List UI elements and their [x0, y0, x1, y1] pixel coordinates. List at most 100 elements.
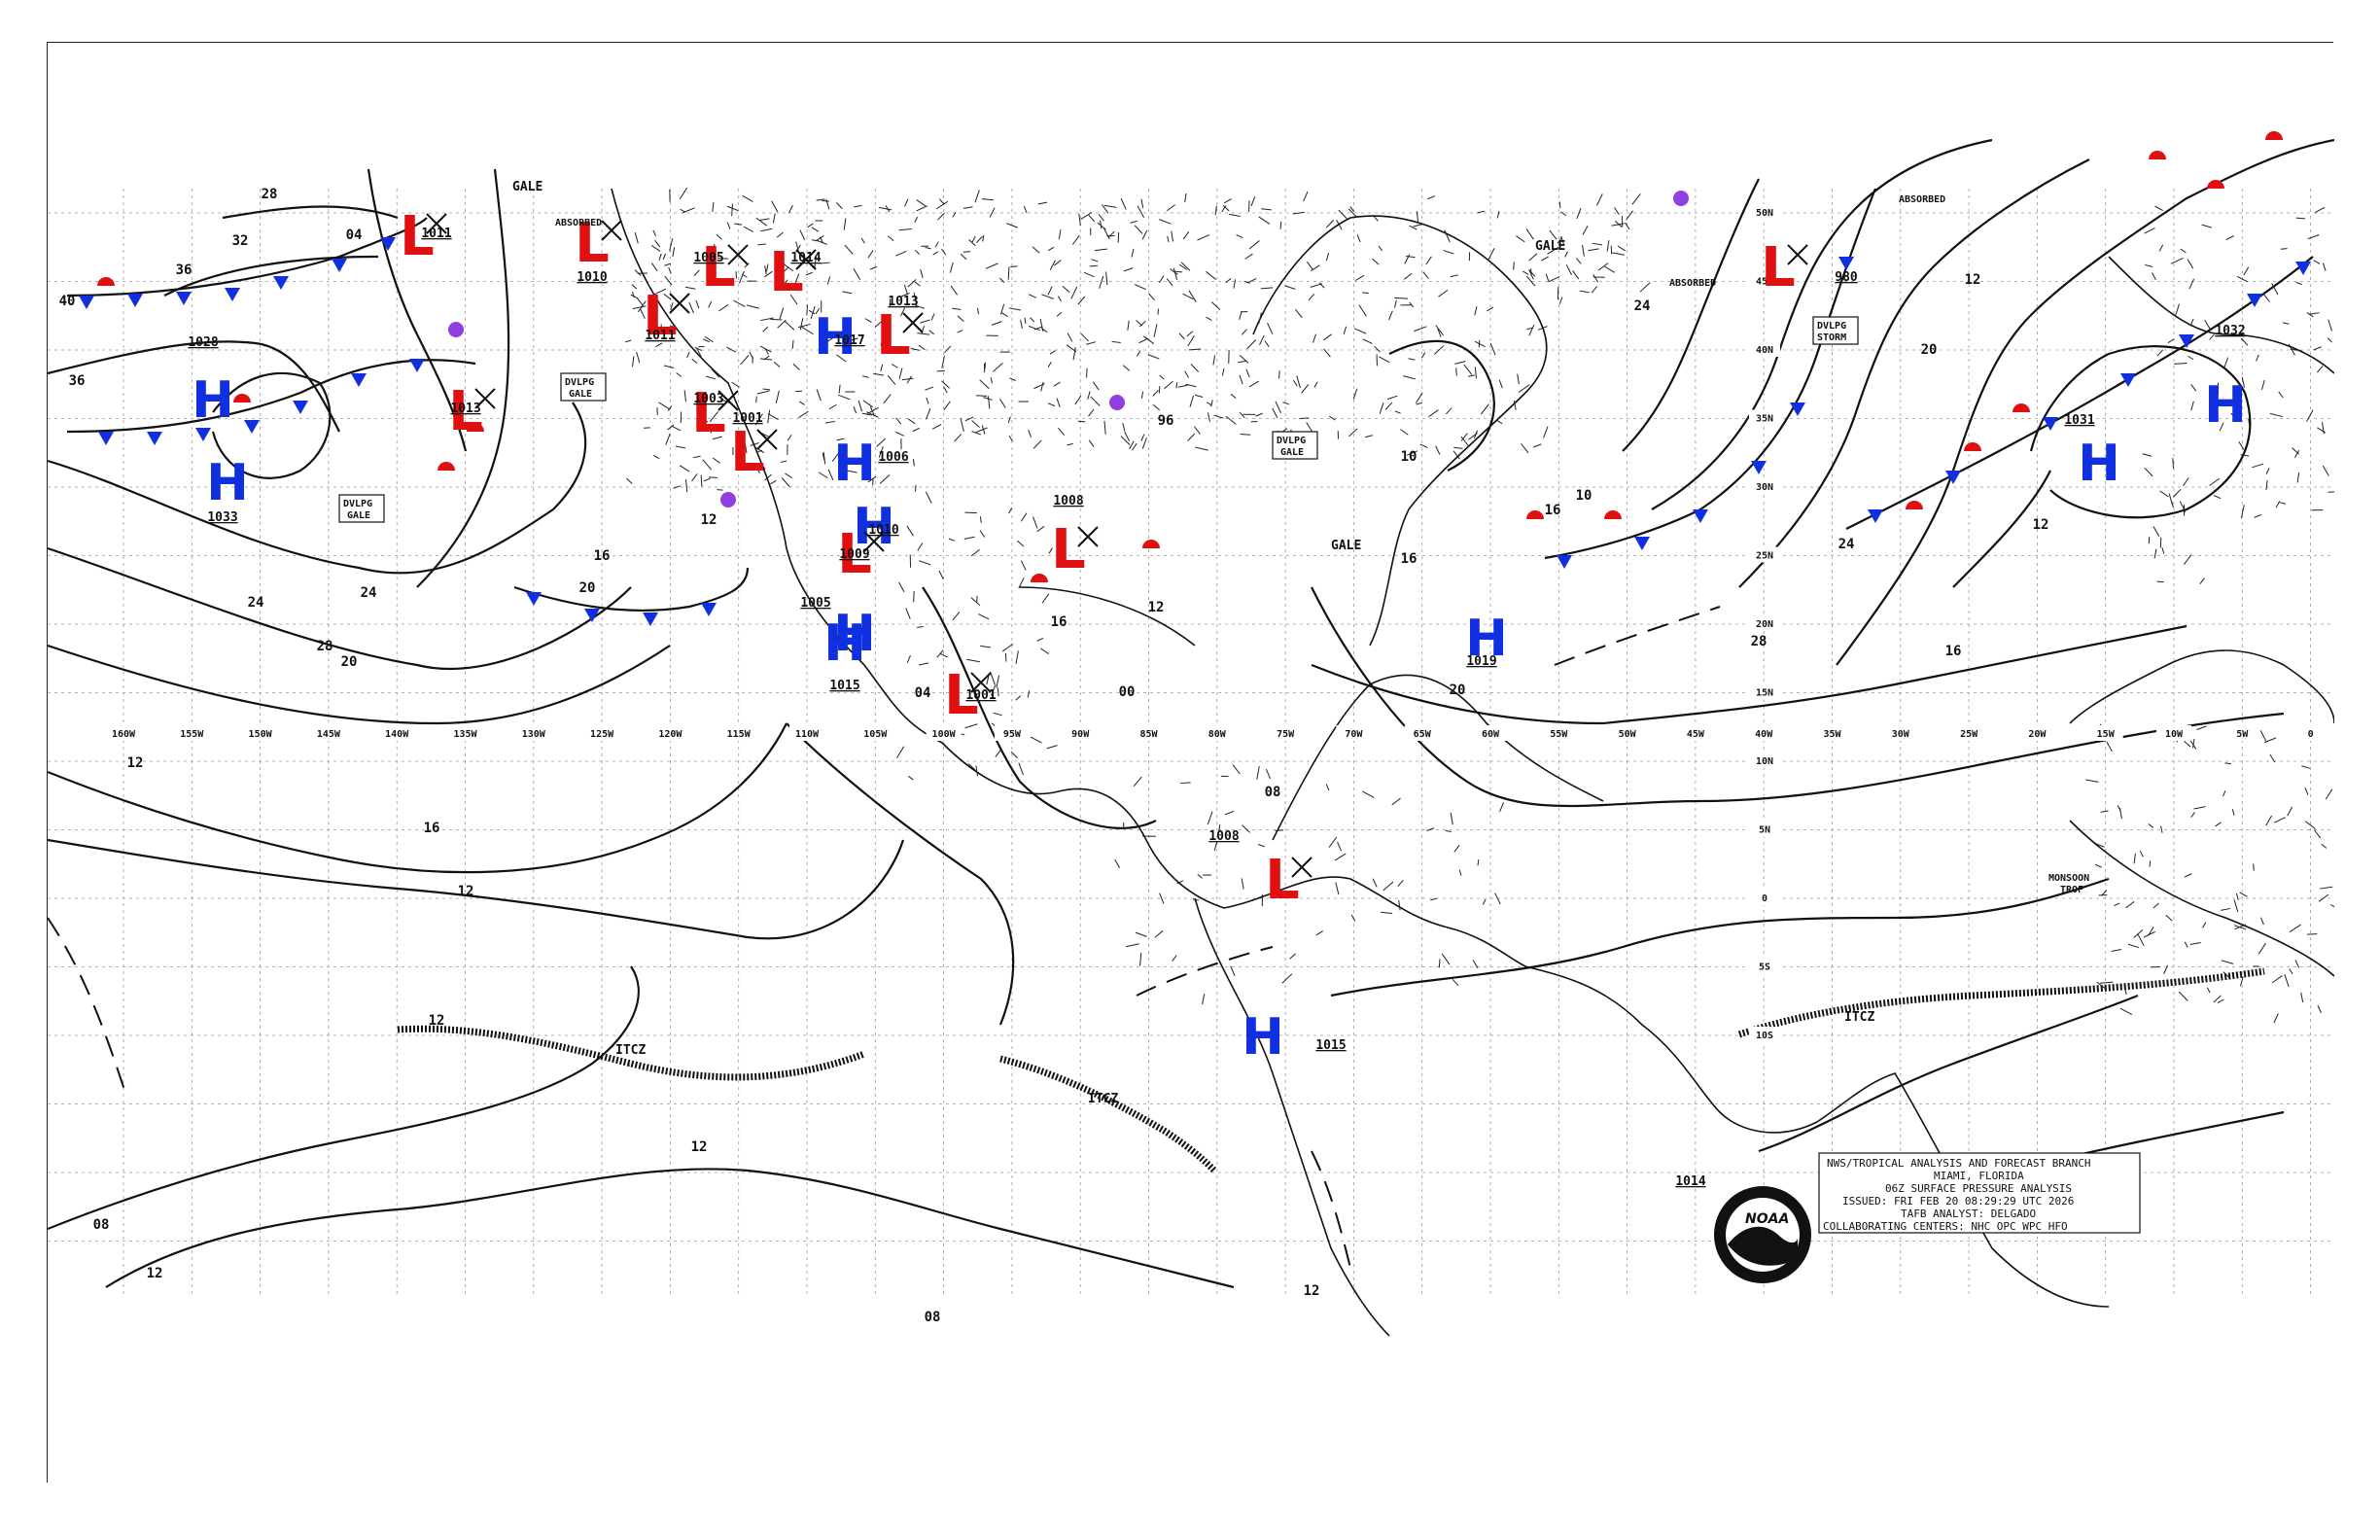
title-line: TAFB ANALYST: DELGADO: [1901, 1208, 2036, 1220]
warm-front-semicircle: [2207, 180, 2224, 189]
lat-label-bg: [1749, 478, 1780, 494]
cold-front-triangle: [225, 288, 240, 301]
station-wind-barb: [2189, 318, 2194, 327]
lat-label-bg: [1749, 1027, 1780, 1042]
station-wind-barb: [1427, 195, 1436, 200]
station-wind-barb: [1225, 278, 1232, 284]
station-wind-barb: [1135, 284, 1146, 291]
station-wind-barb: [1182, 293, 1194, 300]
station-wind-barb: [726, 222, 731, 229]
station-wind-barb: [711, 368, 720, 378]
station-wind-barb: [1258, 216, 1271, 225]
station-wind-barb: [2221, 907, 2231, 911]
station-wind-barb: [1008, 435, 1014, 442]
station-wind-barb: [1336, 219, 1343, 230]
station-wind-barb: [899, 307, 906, 317]
low-center-x: [601, 220, 622, 241]
station-wind-barb: [2240, 505, 2245, 518]
isobar-value-label: 08: [93, 1217, 110, 1233]
station-wind-barb: [2133, 929, 2144, 938]
station-wind-barb: [2239, 976, 2244, 987]
warm-front-semicircle: [1964, 442, 1981, 451]
station-wind-barb: [971, 420, 980, 428]
low-pressure-center: L 1008: [1208, 829, 1312, 912]
station-wind-barb: [2317, 1005, 2323, 1014]
station-wind-barb: [1047, 402, 1056, 406]
lon-label: 15W: [2097, 729, 2116, 740]
station-wind-barb: [1188, 290, 1197, 302]
station-wind-barb: [1152, 403, 1161, 411]
station-wind-barb: [835, 202, 843, 209]
station-wind-barb: [1516, 235, 1525, 243]
station-wind-barb: [1560, 211, 1567, 217]
station-wind-barb: [1233, 279, 1237, 289]
high-symbol: H: [206, 454, 249, 512]
station-wind-barb: [1597, 262, 1609, 271]
station-wind-barb: [686, 352, 690, 359]
station-wind-barb: [672, 247, 676, 258]
station-wind-barb: [1528, 324, 1535, 336]
low-center-x: [795, 249, 817, 270]
station-wind-barb: [964, 511, 977, 514]
high-symbol: H: [2204, 376, 2247, 435]
station-wind-barb: [1352, 388, 1358, 400]
station-wind-barb: [771, 200, 779, 213]
station-wind-barb: [928, 330, 934, 335]
station-wind-barb: [987, 396, 991, 409]
cold-front-triangle: [195, 428, 211, 441]
station-wind-barb: [1255, 412, 1263, 417]
station-wind-barb: [2173, 488, 2182, 498]
station-wind-barb: [866, 406, 879, 415]
station-wind-barb: [2172, 458, 2174, 470]
station-wind-barb: [1596, 193, 1603, 206]
station-wind-barb: [1494, 892, 1501, 905]
isobar-value-label: 08: [925, 1310, 941, 1325]
station-wind-barb: [2318, 893, 2329, 902]
longitude-labels: 160W 155W 150W 145W 140W 135W 130W 125W 120W 115W…: [106, 725, 2328, 741]
lon-label-bg: [515, 725, 551, 741]
station-wind-barb: [957, 330, 963, 333]
station-wind-barb: [1372, 878, 1378, 888]
station-wind-barb: [2179, 501, 2187, 512]
station-wind-barb: [1477, 859, 1480, 866]
station-wind-barb: [2234, 924, 2247, 930]
station-wind-barb: [1229, 213, 1241, 218]
station-wind-barb: [931, 424, 942, 430]
station-wind-barb: [731, 381, 740, 388]
station-wind-barb: [935, 200, 949, 210]
lon-label-bg: [242, 725, 278, 741]
station-wind-barb: [1171, 230, 1174, 242]
lat-label: 10N: [1756, 756, 1773, 767]
station-wind-barb: [758, 218, 770, 222]
station-wind-barb: [1083, 271, 1095, 278]
lon-label: 25W: [1960, 729, 1978, 740]
high-symbol: H: [833, 605, 876, 663]
central-pressure-value: 1011: [645, 329, 675, 343]
lon-label: 60W: [1482, 729, 1500, 740]
station-wind-barb: [1458, 869, 1462, 876]
high-pressure-center: H 1028: [188, 335, 233, 430]
station-wind-barb: [2183, 477, 2189, 486]
annotations: GALE GALE GALE DVLPG GALE DVLPG GALE DVL…: [338, 180, 2089, 1106]
title-block: NWS/TROPICAL ANALYSIS AND FORECAST BRANC…: [1818, 1152, 2141, 1234]
station-wind-barb: [1178, 263, 1188, 270]
station-wind-barb: [1202, 994, 1206, 1005]
station-wind-barb: [2106, 742, 2113, 752]
station-wind-barb: [970, 548, 980, 557]
station-wind-barb: [1175, 382, 1178, 389]
station-wind-barb: [853, 406, 858, 414]
station-wind-barb: [908, 775, 914, 781]
station-wind-barb: [2201, 224, 2212, 228]
station-wind-barb: [1241, 878, 1244, 890]
station-wind-barb: [971, 235, 976, 244]
gale-label: GALE: [1535, 239, 1565, 254]
station-wind-barb: [836, 438, 845, 441]
warm-front-semicircle: [438, 462, 455, 471]
station-wind-barb: [2125, 901, 2135, 909]
station-wind-barb: [750, 442, 759, 446]
low-center-x: [1787, 244, 1808, 265]
station-wind-barb: [986, 676, 990, 685]
lon-label-bg: [1541, 725, 1577, 741]
station-wind-barb: [1329, 415, 1336, 421]
cold-front-triangle: [1693, 509, 1708, 523]
